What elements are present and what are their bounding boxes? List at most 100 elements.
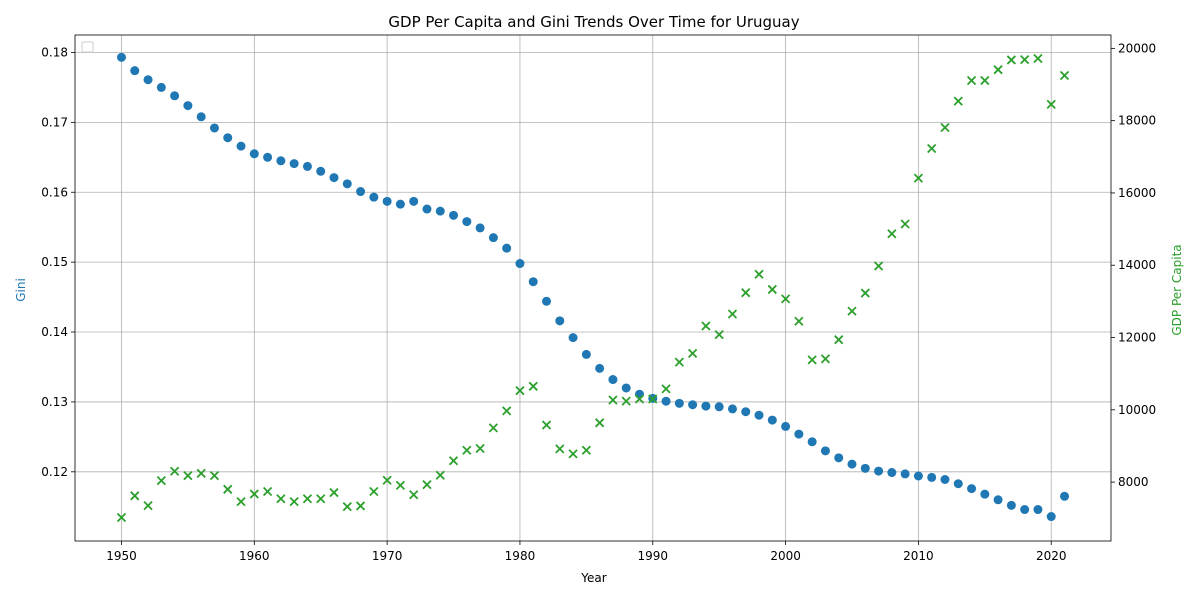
gini-point <box>130 66 140 76</box>
gdp-point <box>873 261 884 271</box>
x-tick-label: 1950 <box>106 549 137 563</box>
gini-point <box>395 199 405 209</box>
x-tick-label: 2010 <box>903 549 934 563</box>
gdp-point-stroke <box>209 470 220 481</box>
gdp-point <box>409 490 419 500</box>
gdp-point-stroke <box>541 420 552 430</box>
gini-point <box>661 396 671 406</box>
y-right-tick-label: 16000 <box>1118 186 1156 200</box>
gdp-point-stroke <box>980 75 990 86</box>
gini-point <box>1046 512 1056 522</box>
gini-point <box>887 468 897 478</box>
gini-point <box>329 173 339 183</box>
gdp-point <box>1020 54 1030 65</box>
gdp-point <box>369 486 379 497</box>
gdp-point <box>555 444 565 454</box>
gini-point <box>1006 500 1016 510</box>
gdp-point <box>608 395 618 405</box>
gdp-point-stroke <box>701 321 711 331</box>
gdp-point <box>541 420 552 430</box>
gdp-point-stroke <box>595 418 605 428</box>
gdp-point <box>913 173 924 183</box>
gdp-point-stroke <box>741 288 751 298</box>
gdp-point-stroke <box>169 466 180 476</box>
gini-point <box>927 472 937 482</box>
gini-point <box>701 401 711 411</box>
gdp-point-stroke <box>329 487 339 498</box>
gdp-point <box>887 229 897 239</box>
gdp-point <box>1059 70 1070 81</box>
gini-point <box>369 192 379 202</box>
gdp-point-stroke <box>687 348 698 359</box>
gdp-point <box>568 449 578 459</box>
y-left-tick-label: 0.17 <box>41 115 68 129</box>
gdp-point <box>860 288 870 298</box>
gdp-point <box>382 475 392 485</box>
gdp-point <box>661 384 671 394</box>
gdp-point-stroke <box>342 502 352 512</box>
x-tick-label: 2020 <box>1036 549 1067 563</box>
gdp-point-stroke <box>382 475 392 485</box>
gdp-point <box>980 75 990 86</box>
gdp-point-stroke <box>873 261 884 271</box>
gini-point <box>714 402 724 412</box>
gdp-point-stroke <box>820 354 831 364</box>
y-right-tick-label: 8000 <box>1118 475 1149 489</box>
gdp-point-stroke <box>953 96 963 106</box>
gdp-point-stroke <box>502 406 512 416</box>
gini-point <box>900 469 910 479</box>
gdp-point <box>754 269 764 279</box>
gini-point <box>276 156 286 166</box>
gdp-point-stroke <box>1046 99 1056 110</box>
gini-point <box>183 101 193 111</box>
gdp-point <box>223 484 233 494</box>
gdp-point-stroke <box>409 490 419 500</box>
gini-point <box>807 437 817 447</box>
gini-point <box>953 479 963 489</box>
gdp-point-stroke <box>794 316 804 326</box>
gini-point <box>223 133 233 143</box>
gdp-point-stroke <box>714 329 724 340</box>
gini-point <box>860 463 870 473</box>
y-right-tick-label: 18000 <box>1118 114 1156 128</box>
gdp-point <box>395 480 406 490</box>
gdp-point <box>143 500 153 511</box>
gdp-point-stroke <box>860 288 870 298</box>
gdp-point-stroke <box>993 65 1003 75</box>
gdp-point-stroke <box>966 75 977 86</box>
gdp-point <box>355 501 366 511</box>
gdp-point <box>1006 55 1017 65</box>
gdp-point <box>595 418 605 428</box>
gdp-point <box>169 466 180 476</box>
y-right-tick-label: 10000 <box>1118 403 1156 417</box>
gdp-point-stroke <box>1033 53 1043 64</box>
gdp-point <box>687 348 698 359</box>
gini-point <box>1060 491 1070 501</box>
gdp-point-stroke <box>435 470 445 480</box>
gini-point <box>834 453 844 463</box>
gini-point <box>143 75 153 85</box>
gdp-point-stroke <box>276 494 286 504</box>
gdp-point-stroke <box>900 219 910 229</box>
gini-point <box>1020 505 1030 515</box>
gdp-point <box>940 122 950 133</box>
gdp-point-stroke <box>661 384 671 394</box>
gdp-point <box>475 443 485 454</box>
gdp-point <box>209 470 220 481</box>
gdp-point <box>767 284 777 295</box>
gdp-point-stroke <box>515 386 525 396</box>
gini-point <box>409 196 419 206</box>
gdp-point <box>648 394 658 404</box>
gini-point <box>967 484 977 494</box>
gini-point <box>754 410 764 420</box>
gdp-point <box>435 470 445 480</box>
data-marks <box>116 52 1070 523</box>
gini-point <box>555 316 565 326</box>
gdp-point-stroke <box>422 479 432 490</box>
gini-point <box>634 389 644 399</box>
gini-point <box>542 296 552 306</box>
gdp-point-stroke <box>528 381 538 391</box>
gdp-point-stroke <box>369 486 379 497</box>
gdp-point-stroke <box>130 491 140 501</box>
